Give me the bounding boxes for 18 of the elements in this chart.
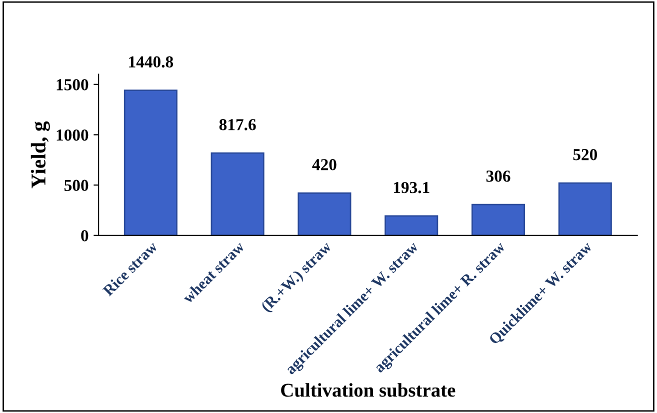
bar (210, 152, 264, 236)
x-axis-title: Cultivation substrate (281, 383, 456, 397)
bar (558, 182, 612, 236)
data-label: 193.1 (394, 182, 430, 194)
data-label: 520 (573, 148, 598, 160)
y-tick-label: 0 (81, 230, 88, 242)
data-label: 420 (312, 159, 336, 170)
bar (124, 90, 178, 236)
data-label: 817.6 (219, 119, 256, 130)
bar (384, 215, 438, 236)
y-tick-label: 1500 (56, 79, 88, 90)
y-axis-title: Yield, g (30, 121, 50, 188)
bar (471, 204, 526, 236)
data-label: 306 (486, 170, 510, 182)
bar (298, 192, 352, 236)
data-label: 1440.8 (129, 56, 174, 68)
y-tick-label: 1000 (56, 129, 88, 141)
y-tick-label: 500 (64, 180, 88, 192)
